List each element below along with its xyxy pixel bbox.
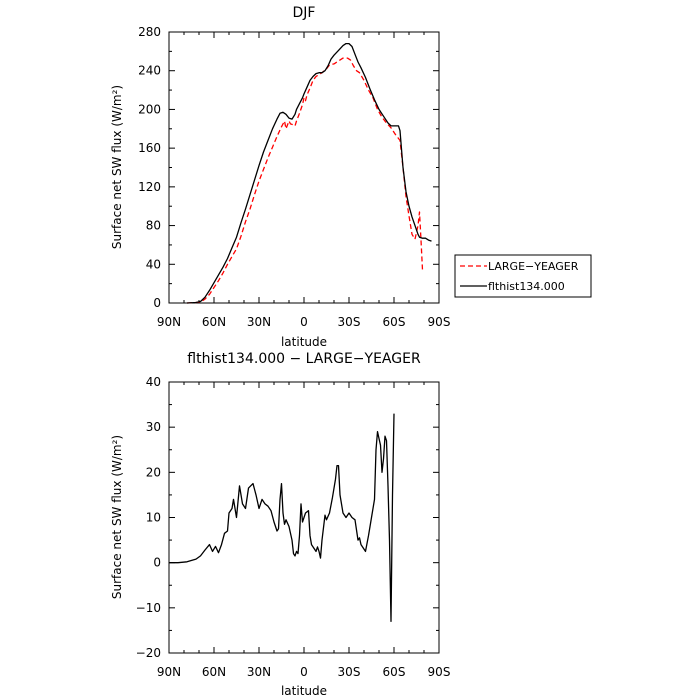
y-tick-label: 280 bbox=[138, 25, 161, 39]
legend-label-large-yeager: LARGE−YEAGER bbox=[488, 260, 579, 273]
y-axis-label: Surface net SW flux (W/m²) bbox=[110, 435, 124, 599]
legend-box bbox=[454, 254, 592, 298]
y-tick-label: 30 bbox=[146, 420, 161, 434]
x-tick-label: 60S bbox=[383, 665, 406, 679]
x-axis-label: latitude bbox=[281, 684, 327, 698]
x-tick-label: 30N bbox=[247, 315, 271, 329]
series-line-0 bbox=[186, 57, 424, 304]
y-tick-label: 200 bbox=[138, 102, 161, 116]
x-tick-label: 90S bbox=[428, 315, 451, 329]
y-tick-label: 40 bbox=[146, 257, 161, 271]
y-tick-label: 120 bbox=[138, 180, 161, 194]
y-tick-label: 80 bbox=[146, 219, 161, 233]
series-lines bbox=[169, 413, 395, 623]
y-tick-label: 160 bbox=[138, 141, 161, 155]
series-line-0 bbox=[169, 413, 395, 623]
x-tick-label: 60S bbox=[383, 315, 406, 329]
chart-title: DJF bbox=[293, 5, 316, 21]
y-tick-label: 0 bbox=[153, 556, 161, 570]
x-tick-label: 0 bbox=[300, 665, 308, 679]
series-lines bbox=[186, 42, 432, 304]
x-axis-label: latitude bbox=[281, 335, 327, 349]
chart-title: flthist134.000 − LARGE−YEAGER bbox=[187, 351, 421, 367]
y-axis-label: Surface net SW flux (W/m²) bbox=[110, 85, 124, 249]
x-tick-label: 60N bbox=[202, 315, 226, 329]
series-line-1 bbox=[186, 42, 432, 304]
x-tick-label: 30S bbox=[338, 665, 361, 679]
y-tick-label: 0 bbox=[153, 296, 161, 310]
x-tick-label: 90S bbox=[428, 665, 451, 679]
legend-label-flthist: flthist134.000 bbox=[488, 280, 565, 293]
x-tick-label: 90N bbox=[157, 665, 181, 679]
y-tick-label: 20 bbox=[146, 465, 161, 479]
tick-labels: 90N 60N 30N 0 30S 60S 90S −20 −10 0 10 20 30 40 bbox=[136, 375, 451, 679]
x-tick-label: 30S bbox=[338, 315, 361, 329]
legend: LARGE−YEAGER flthist134.000 bbox=[454, 254, 592, 298]
tick-labels: 90N 60N 30N 0 30S 60S 90S 0 40 80 120 160 200 240 280 bbox=[138, 25, 450, 329]
x-tick-label: 30N bbox=[247, 665, 271, 679]
difference-chart: flthist134.000 − LARGE−YEAGER 90N 60N 30N 0… bbox=[110, 351, 450, 698]
y-tick-label: 40 bbox=[146, 375, 161, 389]
y-tick-label: −20 bbox=[136, 646, 161, 660]
y-tick-label: 240 bbox=[138, 64, 161, 78]
plot-frame bbox=[168, 31, 440, 304]
y-tick-label: 10 bbox=[146, 511, 161, 525]
flux-chart: DJF 90N 60N 30N 0 30S 60S 90S 0 40 80 120 160 200 240… bbox=[110, 5, 592, 349]
axis-ticks bbox=[168, 31, 440, 304]
x-tick-label: 90N bbox=[157, 315, 181, 329]
x-tick-label: 60N bbox=[202, 665, 226, 679]
x-tick-label: 0 bbox=[300, 315, 308, 329]
axis-ticks bbox=[168, 381, 440, 654]
y-tick-label: −10 bbox=[136, 601, 161, 615]
